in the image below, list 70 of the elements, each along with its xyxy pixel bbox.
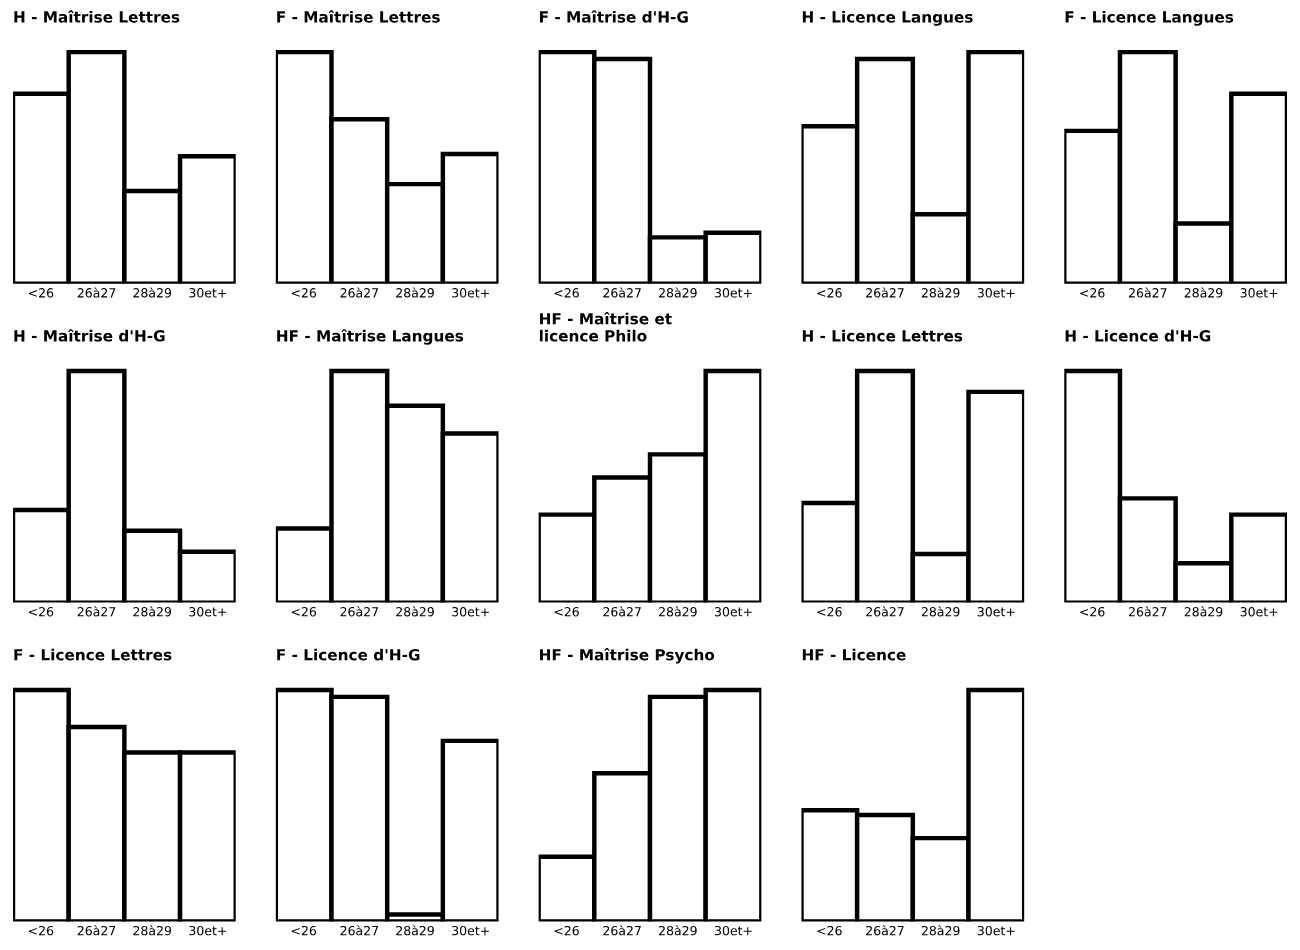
x-tick-label: 28à29: [133, 925, 172, 936]
x-tick-label: 26à27: [340, 287, 379, 298]
x-tick-label: 30et+: [452, 607, 489, 617]
chart-title: F - Maîtrise Lettres: [277, 10, 440, 23]
x-tick-label: <26: [554, 925, 579, 936]
chart-title: F - Licence Langues: [1065, 10, 1234, 26]
x-tick-label: 28à29: [133, 287, 172, 298]
x-tick-label: 28à29: [396, 606, 434, 617]
chart-title: F - Maîtrise d'H-G: [540, 10, 688, 23]
x-tick-label: 28à29: [659, 925, 697, 936]
x-tick-label: <26: [28, 288, 54, 298]
x-tick-label: <26: [28, 925, 54, 936]
x-tick-label: 26à27: [866, 606, 904, 617]
x-tick-label: 30et+: [189, 925, 227, 936]
x-tick-label: 28à29: [396, 287, 434, 298]
x-tick-label: 30et+: [189, 607, 227, 617]
chart-title: HF - Maîtrise et licence Philo: [539, 312, 672, 342]
x-tick-label: 30et+: [1240, 288, 1278, 298]
x-tick-label: <26: [291, 925, 317, 936]
x-tick-label: <26: [1080, 288, 1105, 298]
x-tick-label: <26: [817, 607, 842, 617]
x-tick-label: 28à29: [396, 925, 434, 936]
x-tick-label: 30et+: [977, 288, 1015, 298]
x-tick-label: 26à27: [77, 287, 116, 298]
x-tick-label: 28à29: [659, 287, 697, 298]
x-tick-label: <26: [1080, 607, 1105, 617]
x-tick-label: 30et+: [977, 607, 1015, 617]
x-tick-label: 28à29: [1184, 287, 1223, 298]
x-tick-label: 26à27: [340, 606, 379, 617]
x-tick-label: 28à29: [133, 606, 172, 617]
x-tick-label: 26à27: [1128, 287, 1167, 298]
x-tick-label: 26à27: [866, 925, 904, 936]
chart-title: F - Licence d'H-G: [277, 648, 420, 661]
x-tick-label: <26: [817, 925, 842, 936]
x-tick-label: <26: [291, 288, 317, 298]
x-tick-label: <26: [291, 607, 317, 617]
x-tick-label: 30et+: [714, 925, 752, 936]
x-tick-label: 26à27: [603, 925, 641, 936]
chart-title: H - Licence Lettres: [802, 329, 963, 342]
x-tick-label: 28à29: [921, 606, 960, 617]
x-tick-label: 26à27: [77, 606, 116, 617]
x-tick-label: 26à27: [603, 606, 641, 617]
x-tick-label: <26: [554, 607, 579, 617]
chart-title: H - Maîtrise d'H-G: [14, 329, 165, 342]
chart-title: HF - Maîtrise Psycho: [540, 648, 715, 664]
x-tick-label: 30et+: [1240, 607, 1278, 617]
x-tick-label: 30et+: [189, 288, 227, 298]
chart-title: HF - Licence: [802, 648, 906, 661]
x-tick-label: 28à29: [921, 287, 960, 298]
chart-title: HF - Maîtrise Langues: [277, 329, 464, 345]
x-tick-label: 26à27: [1128, 606, 1167, 617]
x-tick-label: 30et+: [452, 925, 489, 936]
x-tick-label: 28à29: [921, 925, 960, 936]
x-tick-label: 26à27: [866, 287, 904, 298]
x-tick-label: 26à27: [77, 925, 116, 936]
x-tick-label: 28à29: [659, 606, 697, 617]
x-tick-label: 26à27: [340, 925, 379, 936]
chart-title: H - Maîtrise Lettres: [14, 10, 180, 23]
x-tick-label: <26: [817, 288, 842, 298]
x-tick-label: <26: [554, 288, 579, 298]
x-tick-label: 30et+: [714, 607, 752, 617]
x-tick-label: 30et+: [977, 925, 1015, 936]
chart-title: H - Licence d'H-G: [1065, 329, 1211, 342]
chart-title: H - Licence Langues: [802, 10, 973, 26]
x-tick-label: 30et+: [714, 288, 752, 298]
chart-title: F - Licence Lettres: [14, 648, 172, 661]
x-tick-label: <26: [28, 607, 54, 617]
x-tick-label: 30et+: [452, 288, 489, 298]
x-tick-label: 28à29: [1184, 606, 1223, 617]
x-tick-label: 26à27: [603, 287, 641, 298]
